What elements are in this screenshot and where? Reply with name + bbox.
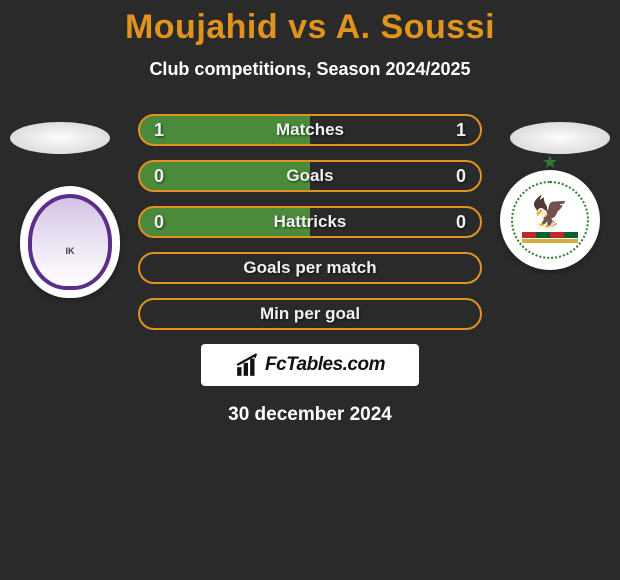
stat-label: Goals [286,166,333,186]
shield-icon [28,194,112,290]
star-icon: ★ [542,152,558,173]
stat-val-right: 0 [442,162,480,190]
player-oval-right [510,122,610,154]
player-oval-left [10,122,110,154]
stat-label: Hattricks [274,212,347,232]
stat-val-right [452,300,480,328]
stat-val-left: 0 [140,208,178,236]
date-label: 30 december 2024 [0,404,620,426]
stat-row-goals: 0 Goals 0 [138,160,482,192]
stat-row-matches: 1 Matches 1 [138,114,482,146]
stat-row-goals-per-match: Goals per match [138,252,482,284]
stat-val-right: 0 [442,208,480,236]
crest-icon: 🦅 [509,179,591,261]
bar-chart-icon [235,352,261,378]
stat-val-right [452,254,480,282]
comparison-card: Moujahid vs A. Soussi Club competitions,… [0,0,620,580]
brand-text: FcTables.com [265,354,385,376]
team-badge-left [20,186,120,298]
stat-val-left: 0 [140,162,178,190]
stat-label: Min per goal [260,304,360,324]
team-badge-right: ★ 🦅 [500,170,600,270]
subtitle: Club competitions, Season 2024/2025 [0,59,620,80]
stat-label: Goals per match [243,258,376,278]
stat-val-left [140,300,168,328]
brand-badge: FcTables.com [201,344,419,386]
stat-val-left: 1 [140,116,178,144]
stat-row-hattricks: 0 Hattricks 0 [138,206,482,238]
stat-val-right: 1 [442,116,480,144]
stats-panel: 1 Matches 1 0 Goals 0 0 Hattricks 0 Goal… [138,114,482,330]
page-title: Moujahid vs A. Soussi [0,8,620,47]
stat-row-min-per-goal: Min per goal [138,298,482,330]
stat-label: Matches [276,120,344,140]
stat-val-left [140,254,168,282]
